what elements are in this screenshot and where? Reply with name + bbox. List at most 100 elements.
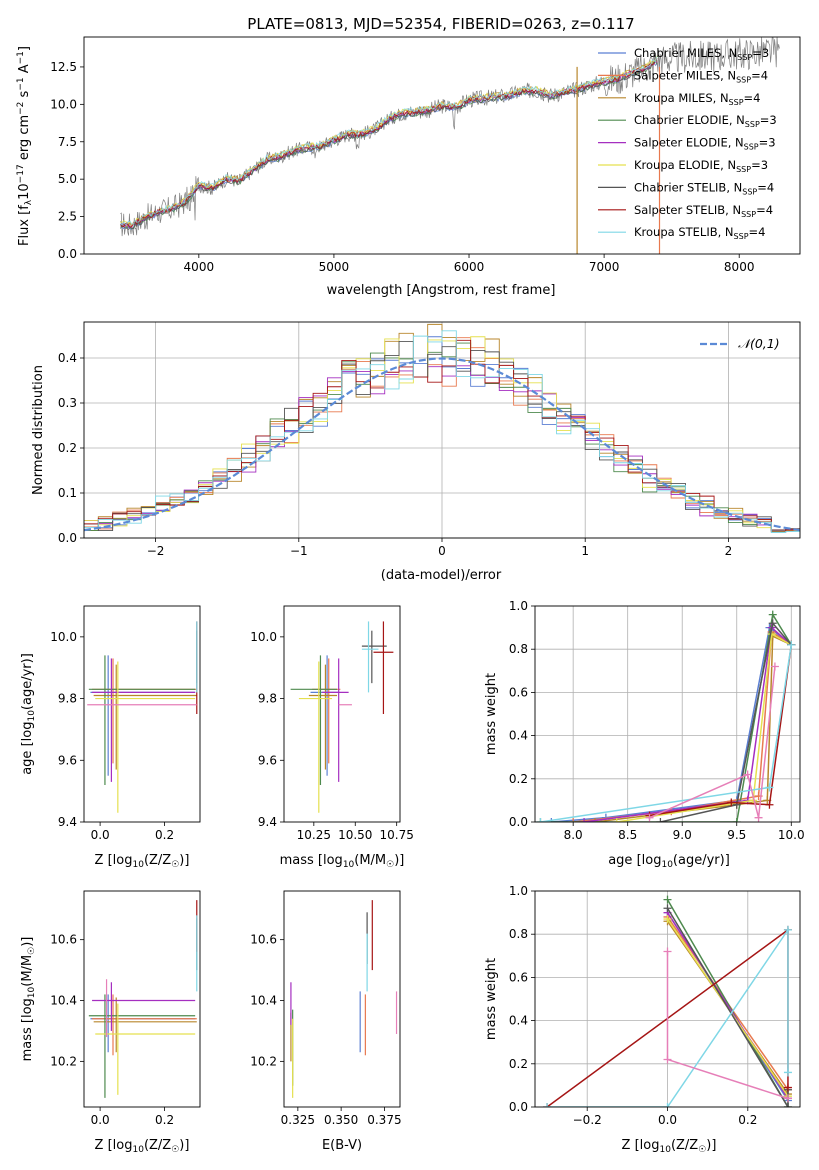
x-tick-label: 0.375 [367,1113,401,1127]
weight-marker [663,904,672,913]
weight-marker [569,818,578,822]
age-vs-mass-xlabel: mass [log10(M/M☉)] [280,853,405,870]
weight-marker [783,1083,792,1092]
y-tick-label: 9.8 [58,692,77,706]
x-tick-label: 0.0 [658,1113,677,1127]
errorbar-chabrier-stelib [361,630,387,684]
massweight-vs-Z-plot-area: −0.2 0.0 0.2 0.0 0.2 0.4 0.6 0.8 1.0 [509,884,801,1127]
weight-marker [656,818,665,822]
legend-label: Kroupa ELODIE, NSSP=3 [634,158,768,174]
x-tick-label: 0.0 [91,828,110,842]
weight-marker [727,798,736,807]
legend-label: Chabrier MILES, NSSP=3 [634,46,769,62]
weight-marker [732,818,741,822]
errorbar-chabrier-elodie [290,655,338,785]
y-tick-label: 0.3 [58,396,77,410]
y-tick-label: 0.2 [58,441,77,455]
mass-vs-EBV-plot-area: 0.325 0.350 0.375 10.2 10.4 10.6 [250,890,402,1127]
massweight-vs-Z-ylabel: mass weight [484,958,499,1040]
age-vs-mass-plot-area: 10.25 10.50 10.75 9.4 9.6 9.8 10.0 [250,605,414,842]
weight-marker [754,813,763,822]
errorbar-kroupa-elodie [95,1003,196,1095]
errorbar-salpeter-elodie [322,658,349,782]
x-tick-label: 0.325 [281,1113,315,1127]
weight-line-chabrier-stelib [660,621,792,822]
y-tick-label: 5.0 [58,172,77,186]
spectrum-legend: Chabrier MILES, NSSP=3 Salpeter MILES, NS… [598,46,777,241]
spectrum-plot-area: 4000 5000 6000 7000 8000 0.0 2.5 5.0 7.5 10.0 12.5 [50,36,801,274]
age-vs-Z-plot-area: 0.0 0.2 9.4 9.6 9.8 10.0 [50,605,201,842]
figure-title: PLATE=0813, MJD=52354, FIBERID=0263, z=0… [247,15,634,33]
y-tick-label: 1.0 [509,599,528,613]
panel-age-vs-Z: 0.0 0.2 9.4 9.6 9.8 10.0 [50,605,201,842]
weight-marker [770,662,779,671]
x-tick-label: 8.5 [618,828,637,842]
weight-marker [663,1055,672,1064]
weight-marker [783,1094,792,1103]
y-tick-label: 0.6 [509,685,528,699]
panel-massweight-vs-age: 8.0 8.5 9.0 9.5 10.0 0.0 0.2 0.4 0.6 0.8 1.0 [509,599,805,842]
weight-line-kroupa-stelib [547,927,789,1107]
y-tick-label: 0.4 [509,729,528,743]
weight-marker [663,915,672,924]
histogram-salpeter-stelib [84,339,800,533]
legend-label: Kroupa MILES, NSSP=4 [634,91,760,107]
y-tick-label: 1.0 [509,884,528,898]
y-tick-label: 0.8 [509,927,528,941]
weight-marker [547,818,556,822]
x-tick-label: 10.75 [380,828,414,842]
errorbar-salpeter-miles [312,658,341,764]
age-vs-Z-xlabel: Z [log10(Z/Z☉)] [95,853,190,870]
mass-vs-EBV-xlabel: E(B-V) [322,1138,362,1153]
mass-vs-Z-xlabel: Z [log10(Z/Z☉)] [95,1138,190,1155]
errorbar-chabrier-elodie [88,994,196,1098]
errorbar-kroupa-elodie [298,661,333,813]
y-tick-label: 10.4 [50,994,77,1008]
age-vs-Z-ylabel: age [log10(age/yr)] [20,653,37,775]
massweight-vs-Z-xlabel: Z [log10(Z/Z☉)] [622,1138,717,1155]
y-tick-label: 0.0 [58,247,77,261]
residuals-plot-area: −2 −1 0 1 2 0.0 0.1 0.2 0.3 0.4 [58,321,801,558]
x-tick-label: 9.0 [673,828,692,842]
x-tick-label: 0.2 [155,1113,174,1127]
histogram-kroupa-stelib [84,330,800,533]
massweight-vs-age-plot-area: 8.0 8.5 9.0 9.5 10.0 0.0 0.2 0.4 0.6 0.8 1.0 [509,599,805,842]
legend-label: Chabrier STELIB, NSSP=4 [634,180,774,196]
weight-marker [768,619,777,628]
weight-marker [663,947,672,956]
y-tick-label: 0.8 [509,642,528,656]
massweight-vs-Z-marks [543,895,792,1107]
weight-marker [783,1068,792,1077]
legend-label: Salpeter STELIB, NSSP=4 [634,203,773,219]
errorbar-kroupa-elodie [95,661,196,813]
x-tick-label: 1 [581,544,589,558]
panel-residuals: −2 −1 0 1 2 0.0 0.1 0.2 0.3 0.4 (data-model)/erro… [31,321,801,583]
residuals-marks [84,323,800,533]
x-tick-label: 10.0 [778,828,805,842]
errorbar-chabrier-miles [310,655,339,776]
weight-marker [543,1103,552,1107]
mass-vs-Z-marks [88,900,198,1098]
errorbar-salpeter-miles [92,994,197,1056]
y-tick-label: 0.4 [509,1014,528,1028]
x-tick-label: 5000 [319,260,350,274]
x-tick-label: −2 [147,544,165,558]
weight-marker [663,895,672,904]
x-tick-label: 9.5 [727,828,746,842]
x-tick-label: 8.0 [564,828,583,842]
mass-vs-EBV-marks [290,900,398,1098]
weight-marker [612,818,621,822]
weight-marker [787,640,796,649]
massweight-vs-age-xlabel: age [log10(age/yr)] [608,853,730,870]
y-tick-label: 9.4 [58,815,77,829]
y-tick-label: 0.0 [509,815,528,829]
normal-distribution-line [84,357,800,532]
residuals-xlabel: (data-model)/error [381,568,502,583]
weight-marker [590,818,599,822]
spectrum-marks [120,37,780,254]
y-tick-label: 10.0 [50,97,77,111]
x-tick-label: 2 [725,544,733,558]
age-vs-Z-marks [87,621,198,813]
x-tick-label: 7000 [589,260,620,274]
